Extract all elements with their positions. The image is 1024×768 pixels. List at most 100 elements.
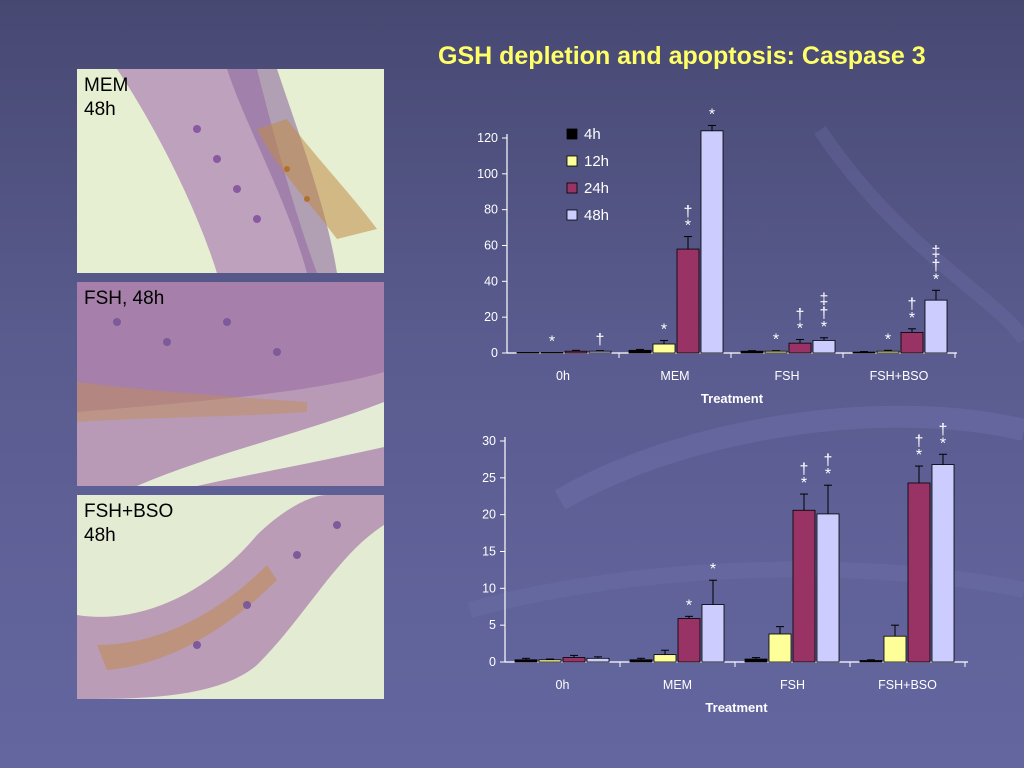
- y-tick-label: 10: [482, 581, 496, 595]
- y-tick-label: 20: [482, 508, 496, 522]
- bar-48h-FSH+BSO: [931, 464, 955, 663]
- legend-label: 4h: [584, 126, 601, 143]
- significance-mark: *: [885, 331, 891, 348]
- bar-12h-0h: [538, 659, 562, 663]
- significance-mark: *: [797, 321, 803, 338]
- bar-4h-FSH+BSO: [852, 351, 876, 354]
- bar-24h-FSH: [788, 342, 812, 354]
- bar-4h-FSH+BSO: [859, 660, 883, 663]
- micrograph-panel-fsh: FSH, 48h: [77, 282, 384, 486]
- bar-12h-FSH+BSO: [883, 635, 907, 663]
- micrograph-panel-mem: MEM 48h: [77, 69, 384, 273]
- bar-12h-FSH+BSO: [876, 350, 900, 354]
- bar-48h-MEM: [700, 130, 724, 354]
- y-tick-label: 0: [489, 655, 496, 669]
- x-tick-label: FSH+BSO: [878, 678, 937, 692]
- bar-48h-0h: [588, 350, 612, 354]
- y-tick-label: 40: [484, 274, 498, 288]
- bar-12h-FSH: [768, 633, 792, 663]
- micrograph-image: [77, 282, 384, 486]
- y-tick-label: 5: [489, 618, 496, 632]
- bar-48h-MEM: [701, 604, 725, 663]
- y-tick-label: 100: [477, 167, 498, 181]
- bar-24h-MEM: [677, 618, 701, 663]
- bar-48h-FSH: [812, 340, 836, 354]
- significance-mark: †: [820, 305, 829, 322]
- legend-swatch-48h: [566, 209, 578, 221]
- micrograph-image: [77, 69, 384, 273]
- x-tick-label: MEM: [663, 678, 692, 692]
- significance-mark: *: [940, 435, 946, 452]
- significance-mark: *: [933, 271, 939, 288]
- y-tick-label: 25: [482, 471, 496, 485]
- significance-mark: †: [684, 204, 693, 221]
- bar-24h-0h: [564, 350, 588, 354]
- x-tick-label: 0h: [556, 678, 570, 692]
- bar-4h-0h: [516, 352, 540, 354]
- significance-mark: *: [916, 447, 922, 464]
- significance-mark: †: [915, 433, 924, 450]
- legend-label: 12h: [584, 153, 609, 170]
- bar-48h-FSH+BSO: [924, 299, 948, 354]
- micrograph-image: [77, 495, 384, 699]
- x-tick-label: FSH+BSO: [870, 369, 929, 383]
- significance-mark: *: [686, 597, 692, 614]
- y-tick-label: 30: [482, 434, 496, 448]
- legend-label: 48h: [584, 207, 609, 224]
- significance-mark: *: [661, 321, 667, 338]
- significance-mark: †: [796, 307, 805, 324]
- legend-swatch-12h: [566, 155, 578, 167]
- bar-4h-FSH: [744, 658, 768, 663]
- panel-label: FSH, 48h: [84, 288, 165, 309]
- y-tick-label: 80: [484, 203, 498, 217]
- panel-label: MEM 48h: [84, 75, 129, 120]
- bar-24h-FSH: [792, 509, 816, 663]
- x-axis-title: Treatment: [705, 700, 768, 715]
- bar-4h-FSH: [740, 350, 764, 354]
- bar-4h-MEM: [628, 349, 652, 354]
- x-tick-label: 0h: [556, 369, 570, 383]
- bar-12h-MEM: [653, 654, 677, 663]
- bar-24h-FSH+BSO: [907, 482, 931, 663]
- y-tick-label: 120: [477, 131, 498, 145]
- micrograph-panel-fsh-bso: FSH+BSO 48h: [77, 495, 384, 699]
- x-tick-label: FSH: [775, 369, 800, 383]
- significance-mark: *: [685, 218, 691, 235]
- significance-mark: †: [939, 421, 948, 438]
- bar-4h-MEM: [629, 659, 653, 663]
- y-tick-label: 15: [482, 545, 496, 559]
- significance-mark: †: [908, 296, 917, 313]
- significance-mark: *: [773, 332, 779, 349]
- x-tick-label: MEM: [660, 369, 689, 383]
- y-tick-label: 60: [484, 239, 498, 253]
- y-tick-label: 20: [484, 310, 498, 324]
- significance-mark: *: [909, 310, 915, 327]
- legend-label: 24h: [584, 180, 609, 197]
- x-tick-label: FSH: [780, 678, 805, 692]
- significance-mark: *: [801, 475, 807, 492]
- legend-swatch-4h: [566, 128, 578, 140]
- significance-mark: *: [821, 319, 827, 336]
- significance-mark: ‡: [820, 291, 829, 308]
- bar-12h-MEM: [652, 343, 676, 354]
- x-axis-title: Treatment: [701, 391, 764, 406]
- bar-24h-0h: [562, 657, 586, 663]
- bar-24h-MEM: [676, 248, 700, 354]
- bar-12h-FSH: [764, 350, 788, 354]
- y-tick-label: 0: [491, 346, 498, 360]
- significance-mark: *: [709, 106, 715, 123]
- significance-mark: †: [932, 257, 941, 274]
- panel-label: FSH+BSO 48h: [84, 501, 174, 546]
- significance-mark: *: [710, 561, 716, 578]
- significance-mark: *: [825, 466, 831, 483]
- bar-48h-0h: [586, 657, 610, 663]
- bar-24h-FSH+BSO: [900, 331, 924, 354]
- significance-mark: †: [596, 332, 605, 349]
- bar-4h-0h: [514, 659, 538, 663]
- legend-swatch-24h: [566, 182, 578, 194]
- significance-mark: †: [824, 452, 833, 469]
- bar-48h-FSH: [816, 513, 840, 663]
- significance-mark: ‡: [932, 243, 941, 260]
- bar-12h-0h: [540, 352, 564, 354]
